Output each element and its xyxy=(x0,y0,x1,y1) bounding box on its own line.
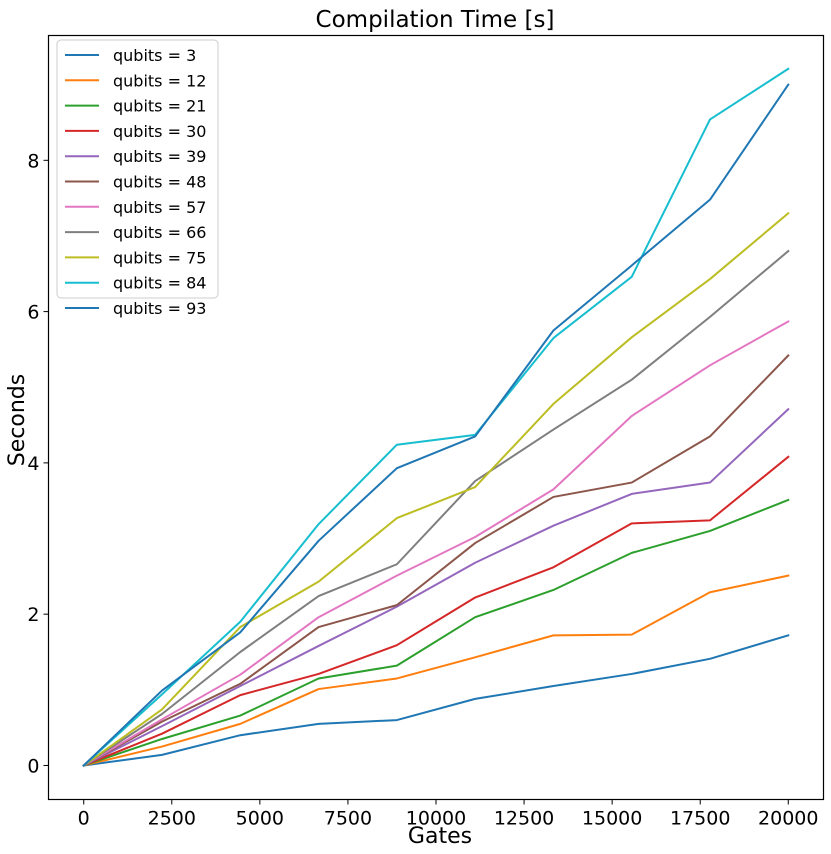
series-line-2 xyxy=(82,498,790,767)
legend-label: qubits = 30 xyxy=(113,122,206,141)
legend: qubits = 3 qubits = 12 qubits = 21 qubits =… xyxy=(56,39,219,318)
legend-label: qubits = 39 xyxy=(113,147,206,166)
series-line-5 xyxy=(82,354,790,767)
x-tick-label: 2500 xyxy=(148,808,196,830)
x-axis-label: Gates xyxy=(408,824,472,849)
x-tick-label: 12500 xyxy=(494,808,554,830)
series-line-1 xyxy=(82,574,790,767)
y-tick-label: 4 xyxy=(27,453,39,475)
legend-box xyxy=(56,39,219,299)
series-line-8 xyxy=(82,211,790,767)
series-line-9 xyxy=(82,67,790,767)
legend-label: qubits = 84 xyxy=(113,274,206,293)
y-axis-ticks: 0 2 4 6 8 xyxy=(27,150,49,777)
x-axis-ticks: 0 2500 5000 7500 10000 12500 15000 17500 20000 xyxy=(78,799,818,830)
chart-title: Compilation Time [s] xyxy=(316,7,555,33)
series-line-6 xyxy=(82,320,790,767)
x-tick-label: 17500 xyxy=(670,808,730,830)
x-tick-label: 5000 xyxy=(236,808,284,830)
legend-label: qubits = 66 xyxy=(113,223,206,242)
y-tick-label: 6 xyxy=(27,302,39,324)
legend-label: qubits = 57 xyxy=(113,198,206,217)
plot-lines xyxy=(82,67,790,767)
legend-label: qubits = 48 xyxy=(113,173,206,192)
legend-label: qubits = 93 xyxy=(113,299,206,318)
x-tick-label: 10000 xyxy=(406,808,466,830)
legend-label: qubits = 75 xyxy=(113,248,206,267)
legend-items: qubits = 3 qubits = 12 qubits = 21 qubits =… xyxy=(65,46,206,318)
legend-label: qubits = 12 xyxy=(113,71,206,90)
y-tick-label: 0 xyxy=(27,755,39,777)
x-tick-label: 0 xyxy=(78,808,90,830)
x-tick-label: 20000 xyxy=(758,808,818,830)
series-line-0 xyxy=(82,634,790,767)
series-line-3 xyxy=(82,455,790,767)
y-tick-label: 8 xyxy=(27,150,39,172)
legend-label: qubits = 3 xyxy=(113,46,196,65)
legend-label: qubits = 21 xyxy=(113,97,206,116)
x-tick-label: 15000 xyxy=(582,808,642,830)
series-line-7 xyxy=(82,249,790,767)
y-axis-label: Seconds xyxy=(5,374,30,466)
series-line-4 xyxy=(82,407,790,767)
y-tick-label: 2 xyxy=(27,604,39,626)
series-line-10 xyxy=(82,83,790,767)
x-tick-label: 7500 xyxy=(324,808,372,830)
